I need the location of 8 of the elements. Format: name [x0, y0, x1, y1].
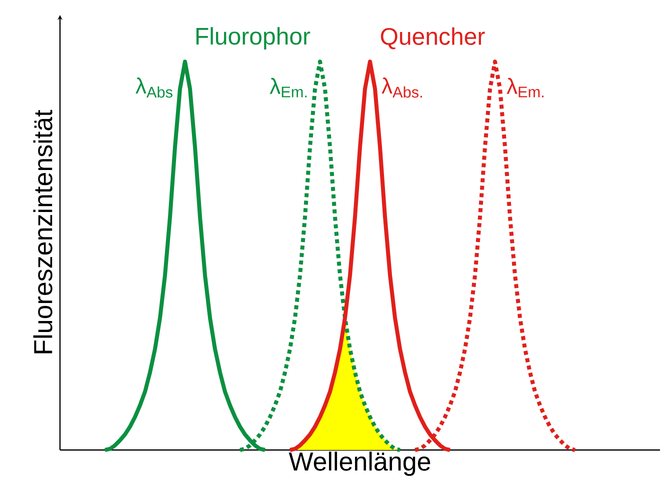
- text: Quencher: [380, 27, 485, 50]
- x-axis-title: Wellenlänge: [288, 452, 430, 476]
- text: Fluorophor: [196, 27, 310, 50]
- series-label: λ$_{Em.}$: [270, 78, 307, 98]
- series-label: λ$_{Em.}$: [506, 78, 544, 98]
- series-label: λ$_{Abs.}$: [382, 78, 422, 98]
- series-label: λ$_{Abs}$: [136, 78, 172, 98]
- y-axis-title: Fluoreszenzintensität: [33, 110, 52, 354]
